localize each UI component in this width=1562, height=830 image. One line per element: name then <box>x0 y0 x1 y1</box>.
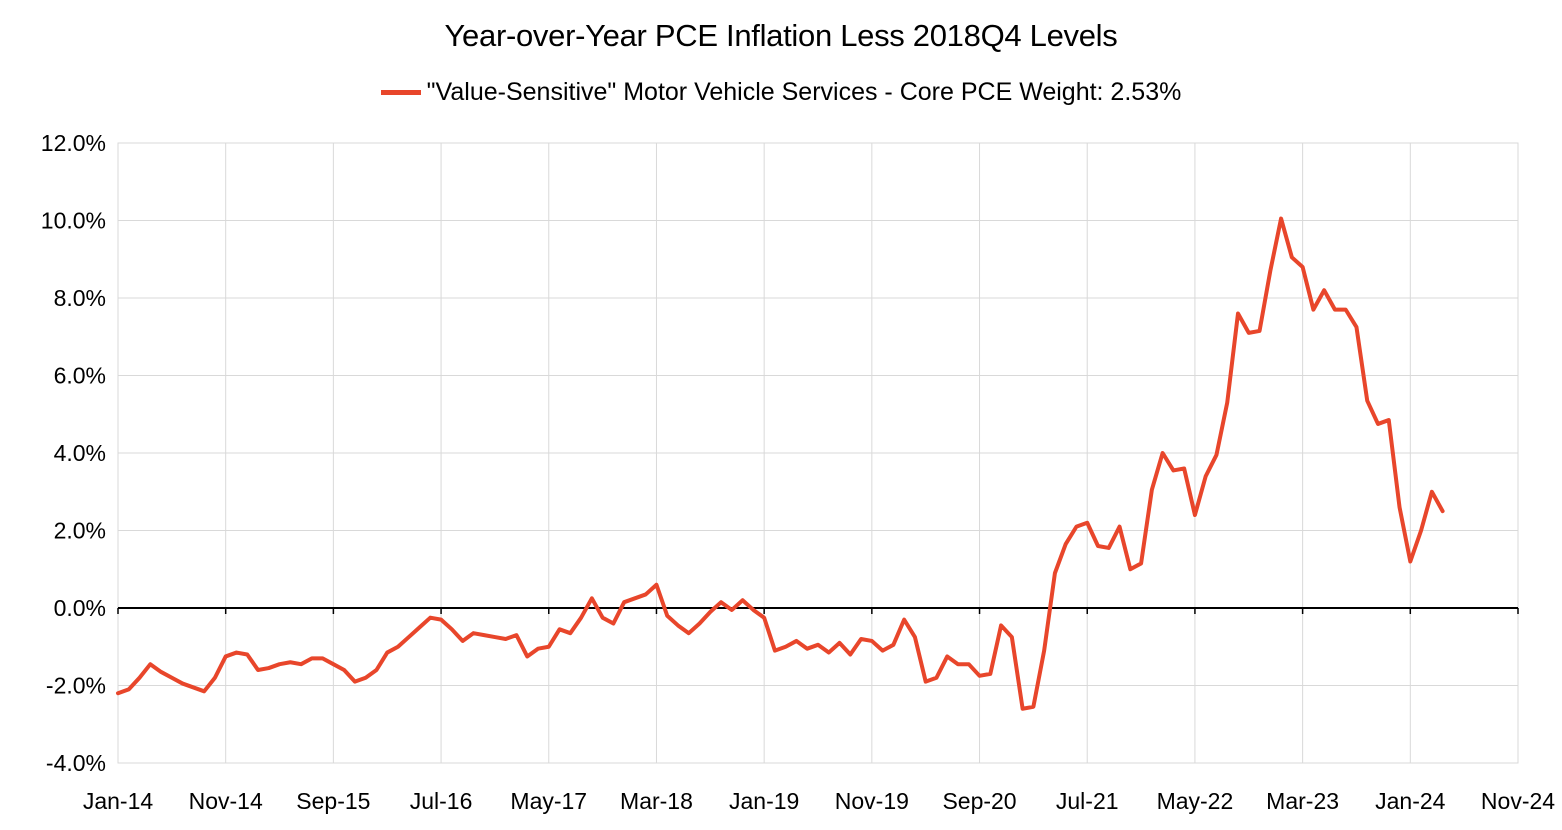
x-tick-label: Mar-18 <box>620 788 693 814</box>
x-tick-label: Nov-24 <box>1481 788 1555 814</box>
y-tick-label: -4.0% <box>46 750 106 776</box>
y-tick-label: 12.0% <box>41 130 106 156</box>
x-tick-label: Sep-15 <box>296 788 370 814</box>
x-tick-label: Jan-19 <box>729 788 799 814</box>
y-tick-label: 4.0% <box>54 440 106 466</box>
series-line <box>116 216 1445 711</box>
x-tick-label: Jul-16 <box>410 788 473 814</box>
y-tick-label: 6.0% <box>54 363 106 389</box>
x-tick-label: Nov-14 <box>189 788 263 814</box>
y-tick-label: -2.0% <box>46 673 106 699</box>
x-tick-label: Sep-20 <box>942 788 1016 814</box>
x-tick-label: Jul-21 <box>1056 788 1119 814</box>
legend-swatch <box>380 90 421 95</box>
y-tick-label: 10.0% <box>41 208 106 234</box>
x-tick-label: Jan-24 <box>1375 788 1446 814</box>
x-tick-label: May-22 <box>1157 788 1234 814</box>
legend-label: "Value-Sensitive" Motor Vehicle Services… <box>426 78 1182 106</box>
legend: "Value-Sensitive" Motor Vehicle Services… <box>0 78 1562 107</box>
y-tick-label: 2.0% <box>54 518 106 544</box>
chart-title: Year-over-Year PCE Inflation Less 2018Q4… <box>444 18 1118 53</box>
x-tick-label: May-17 <box>510 788 587 814</box>
x-tick-label: Nov-19 <box>835 788 909 814</box>
x-tick-label: Mar-23 <box>1266 788 1339 814</box>
x-tick-label: Jan-14 <box>83 788 154 814</box>
y-tick-label: 8.0% <box>54 285 106 311</box>
y-tick-label: 0.0% <box>54 595 106 621</box>
